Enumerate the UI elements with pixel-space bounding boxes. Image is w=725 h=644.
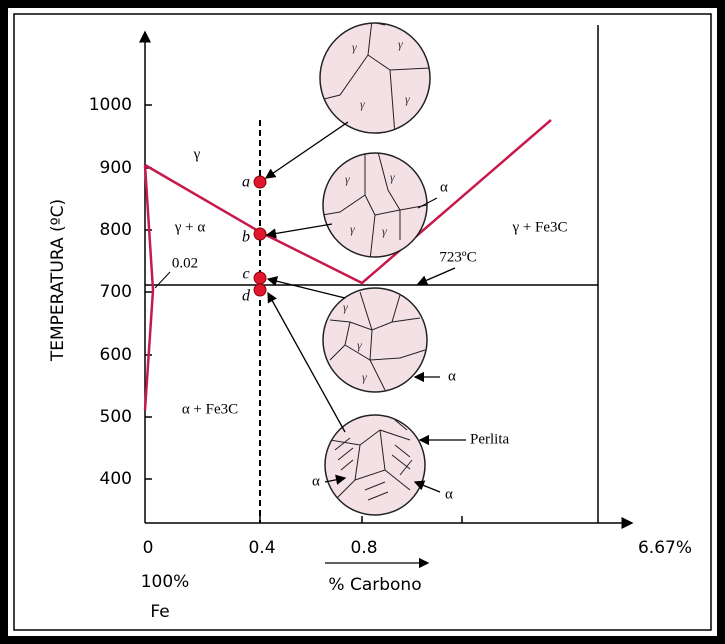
x-tick-label: 0.4 — [248, 538, 275, 558]
point-label: c — [242, 266, 249, 283]
y-axis-title: TEMPERATURA (ºC) — [48, 199, 68, 362]
alpha-boundary — [145, 165, 153, 410]
x-sub-label: Fe — [150, 602, 169, 622]
arrow — [267, 224, 332, 235]
x-tick-label: 6.67% — [638, 538, 692, 558]
phase-note: α — [448, 368, 456, 384]
region-label: α + Fe3C — [182, 401, 238, 417]
y-tick-label: 500 — [100, 407, 132, 427]
point-label: d — [242, 288, 251, 305]
grain-label: γ — [360, 97, 365, 111]
leader — [418, 268, 455, 284]
grain-label: γ — [345, 172, 350, 186]
micrograph — [323, 153, 427, 257]
grain-label: γ — [398, 37, 403, 51]
region-label: γ — [193, 146, 201, 162]
grain-label: γ — [405, 92, 410, 106]
x-tick-label: 0.8 — [350, 538, 377, 558]
phase-note: α — [440, 179, 448, 195]
y-tick-label: 800 — [100, 220, 132, 240]
x-sub-label: 100% — [141, 572, 190, 592]
annotation: 0.02 — [172, 255, 198, 271]
micrograph — [323, 288, 427, 392]
point — [254, 228, 266, 240]
grain-label: γ — [362, 370, 367, 384]
grain-label: γ — [357, 338, 362, 352]
phase-diagram: 1000 900 800 700 600 500 400 0 0.4 0.8 6… — [0, 0, 725, 644]
phase-note: α — [445, 486, 453, 502]
phase-note: Perlita — [470, 431, 509, 447]
arrow — [268, 279, 345, 298]
y-tick-label: 1000 — [89, 95, 132, 115]
arrow — [266, 122, 348, 178]
grain-label: γ — [350, 222, 355, 236]
point — [254, 272, 266, 284]
annotation: 723ºC — [439, 249, 476, 265]
x-axis-title: % Carbono — [328, 575, 421, 595]
region-label: γ + Fe3C — [511, 219, 567, 235]
x-tick-label: 0 — [143, 538, 154, 558]
y-tick-label: 700 — [100, 282, 132, 302]
region-label: γ + α — [174, 219, 206, 235]
point — [254, 176, 266, 188]
phase-note: α — [312, 473, 320, 489]
grain-label: γ — [352, 40, 357, 54]
point — [254, 284, 266, 296]
grain-label: γ — [382, 224, 387, 238]
grain-label: γ — [390, 170, 395, 184]
grain-label: γ — [343, 300, 348, 314]
y-tick-label: 900 — [100, 158, 132, 178]
y-tick-label: 600 — [100, 345, 132, 365]
micrograph — [325, 415, 425, 515]
y-tick-label: 400 — [100, 469, 132, 489]
point-label: b — [242, 229, 250, 246]
point-label: a — [242, 174, 250, 191]
micrograph — [320, 23, 430, 133]
